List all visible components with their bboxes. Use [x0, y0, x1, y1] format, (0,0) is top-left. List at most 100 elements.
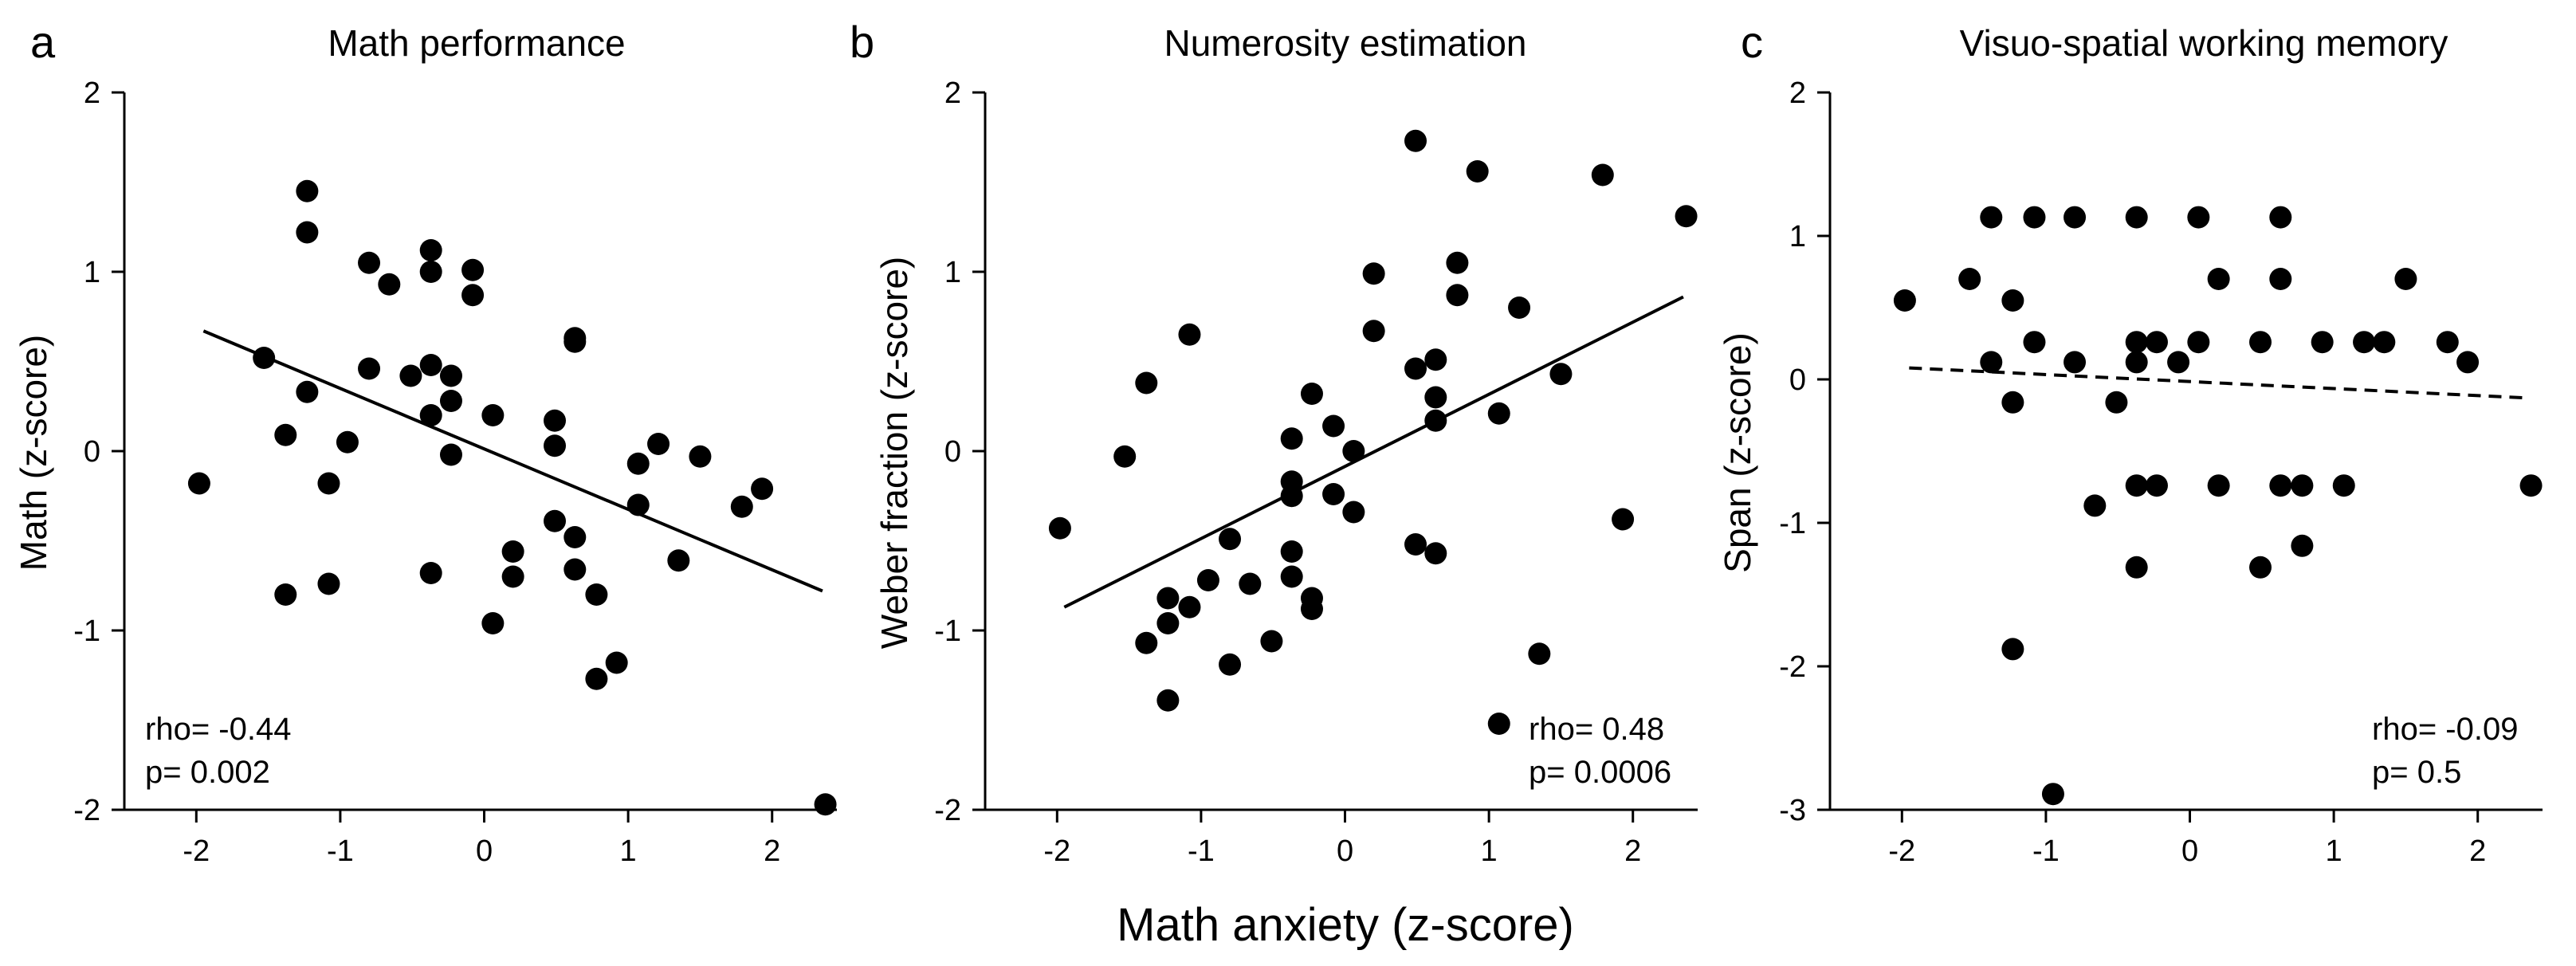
- panel-a-data-point: [564, 526, 587, 548]
- panel-c-data-point: [1893, 289, 1916, 312]
- panel-c-p-value: p= 0.5: [2372, 755, 2461, 790]
- panel-b-data-point: [1135, 631, 1158, 654]
- panel-a-data-point: [564, 330, 587, 353]
- panel-c-y-tick-label: 2: [1789, 77, 1806, 110]
- panel-a-data-point: [481, 612, 505, 634]
- panel-c-data-point: [2001, 289, 2024, 312]
- panel-c-data-point: [2125, 556, 2148, 579]
- panel-c-plot: -3 -2 -1 0 1 2 -2 -1 0 1 2: [1779, 77, 2543, 868]
- panel-b-data-point: [1446, 251, 1469, 274]
- panel-b: b Numerosity estimation Weber fraction (…: [850, 17, 1698, 868]
- panel-c-data-point: [2001, 391, 2024, 414]
- panel-b-x-tick-label: 1: [1481, 834, 1498, 868]
- panel-c-data-point: [2064, 351, 2087, 374]
- panel-b-data-point: [1528, 642, 1551, 666]
- panel-b-data-point: [1404, 129, 1427, 152]
- panel-b-data-point: [1404, 533, 1427, 556]
- panel-a-x-tick-label: 1: [620, 834, 637, 868]
- panel-b-data-point: [1591, 163, 1614, 187]
- panel-a-data-point: [689, 445, 712, 468]
- panel-a-data-point: [439, 443, 462, 466]
- panel-a-data-point: [399, 364, 422, 387]
- panel-a-y-axis-label: Math (z-score): [13, 335, 54, 571]
- panel-c-data-point: [2064, 206, 2087, 229]
- panel-c-y-tick-label: -1: [1779, 507, 1806, 540]
- panel-a-y-tick-label: 2: [84, 77, 100, 110]
- panel-c-data-point: [2145, 474, 2168, 497]
- panel-a-data-point: [626, 493, 650, 516]
- panel-b-data-point: [1487, 713, 1510, 735]
- panel-b-data-point: [1424, 409, 1447, 432]
- panel-b-rho: rho= 0.48: [1529, 712, 1664, 747]
- panel-a-data-point: [461, 258, 485, 281]
- panel-a-rho: rho= -0.44: [145, 712, 291, 747]
- panel-a-data-point: [439, 390, 462, 412]
- panel-b-data-point: [1156, 612, 1180, 634]
- panel-c-data-point: [2041, 783, 2064, 806]
- panel-a-y-tick-label: 1: [84, 256, 100, 289]
- panel-a-data-point: [253, 347, 276, 369]
- panel-b-data-point: [1280, 540, 1303, 563]
- shared-x-axis-label: Math anxiety (z-score): [1117, 899, 1574, 951]
- panel-a-y-tick-label: 0: [84, 435, 100, 469]
- panel-b-data-point: [1549, 363, 1573, 386]
- panel-a-data-point: [187, 472, 210, 495]
- panel-a-plot: -2 -1 0 1 2 -2 -1 0 1 2: [73, 77, 837, 868]
- panel-b-y-tick-label: -2: [934, 794, 961, 827]
- panel-a-data-point: [274, 583, 297, 606]
- panel-b-data-point: [1362, 320, 1385, 343]
- panel-b-x-tick-label: -2: [1043, 834, 1070, 868]
- panel-a-data-point: [358, 251, 381, 274]
- panel-a-p-value: p= 0.002: [145, 755, 270, 790]
- panel-c-data-point: [2167, 351, 2190, 374]
- panel-a: a Math performance Math (z-score) rho= -…: [13, 17, 837, 868]
- panel-a-x-tick-label: 2: [764, 834, 780, 868]
- panel-b-data-point: [1178, 323, 1201, 346]
- panel-c-data-point: [2187, 206, 2210, 229]
- panel-a-data-point: [667, 549, 690, 572]
- panel-c-data-point: [2269, 206, 2292, 229]
- panel-c-data-point: [2394, 268, 2417, 290]
- panel-b-data-point: [1260, 630, 1283, 653]
- panel-a-data-point: [378, 273, 401, 296]
- panel-c-y-tick-label: 1: [1789, 220, 1806, 253]
- panel-a-y-tick-label: -1: [73, 615, 100, 648]
- panel-c-data-point: [2436, 331, 2459, 354]
- panel-a-data-point: [461, 284, 485, 307]
- panel-a-data-point: [296, 221, 319, 244]
- panel-c-rho: rho= -0.09: [2372, 712, 2518, 747]
- panel-b-data-point: [1135, 371, 1158, 395]
- panel-b-data-point: [1280, 565, 1303, 588]
- panel-c-data-point: [1980, 351, 2003, 374]
- panel-b-title: Numerosity estimation: [1164, 22, 1526, 64]
- panel-c-data-point: [1980, 206, 2003, 229]
- panel-a-data-point: [296, 380, 319, 403]
- panel-c-data-point: [2269, 268, 2292, 290]
- panel-a-data-point: [544, 434, 567, 457]
- panel-c-data-point: [2125, 331, 2148, 354]
- panel-a-data-point: [501, 540, 524, 563]
- panel-c-data-point: [2187, 331, 2210, 354]
- panel-c-data-point: [2001, 638, 2024, 661]
- panel-c-data-point: [2125, 206, 2148, 229]
- panel-b-data-point: [1424, 386, 1447, 409]
- panel-c-data-point: [2332, 474, 2355, 497]
- panel-b-x-tick-label: 2: [1624, 834, 1641, 868]
- panel-a-data-point: [358, 357, 381, 380]
- panel-a-data-point: [626, 452, 650, 475]
- panel-c-data-point: [2291, 474, 2314, 497]
- panel-b-x-tick-label: -1: [1188, 834, 1215, 868]
- panel-b-data-point: [1487, 402, 1510, 425]
- panel-a-data-point: [564, 558, 587, 581]
- panel-c-data-point: [2083, 494, 2107, 517]
- panel-b-data-point: [1342, 501, 1365, 524]
- panel-b-data-point: [1196, 569, 1219, 591]
- panel-b-data-point: [1424, 542, 1447, 565]
- panel-b-data-point: [1322, 483, 1345, 505]
- panel-b-data-point: [1300, 383, 1323, 405]
- panel-a-data-point: [501, 565, 524, 588]
- panel-a-x-tick-label: -2: [183, 834, 210, 868]
- panel-b-data-point: [1508, 296, 1531, 319]
- panel-b-y-tick-label: 0: [944, 435, 961, 469]
- panel-c-data-point: [2125, 474, 2148, 497]
